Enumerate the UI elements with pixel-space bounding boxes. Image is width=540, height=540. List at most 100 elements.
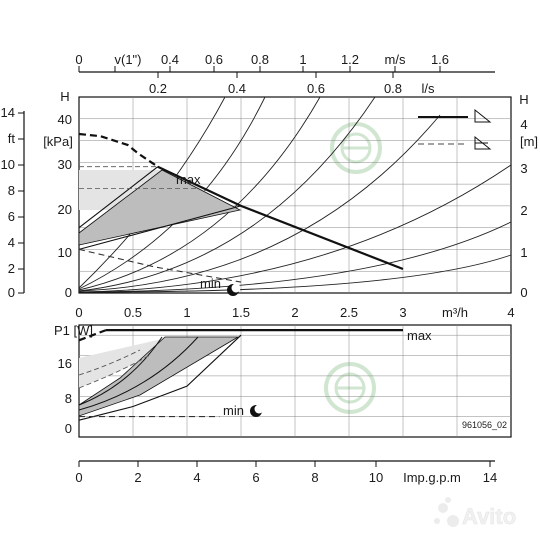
ft-tick-4: 4 bbox=[8, 235, 15, 250]
avito-watermark-text: Avito bbox=[462, 504, 516, 529]
system-curve-6 bbox=[78, 164, 512, 293]
ft-label: ft bbox=[8, 131, 16, 146]
v-tick-1.2: 1.2 bbox=[341, 52, 359, 67]
m-label: [m] bbox=[520, 134, 538, 149]
head-plot: max min bbox=[78, 96, 512, 296]
v-tick-1: 1 bbox=[299, 52, 306, 67]
legend-constant-icon bbox=[474, 135, 492, 150]
v-tick-1.6: 1.6 bbox=[431, 52, 449, 67]
power-curve-2 bbox=[78, 336, 199, 411]
m-tick-3: 3 bbox=[520, 161, 527, 176]
flow-tick-0.5: 0.5 bbox=[124, 305, 142, 320]
v-tick-0.6: 0.6 bbox=[205, 52, 223, 67]
kpa-axis: H [kPa] 40 30 20 10 0 bbox=[43, 89, 73, 300]
m-axis: H 4 [m] 3 2 1 0 bbox=[519, 92, 538, 300]
v-tick-0.4: 0.4 bbox=[161, 52, 179, 67]
power-tick-8: 8 bbox=[65, 391, 72, 406]
legend-proportional-icon bbox=[474, 108, 492, 123]
power-series-1 bbox=[78, 329, 107, 342]
head-label-max: max bbox=[176, 172, 201, 187]
m-tick-2: 2 bbox=[520, 203, 527, 218]
ft-tick-14: 14 bbox=[1, 105, 15, 120]
power-tick-16: 16 bbox=[58, 356, 72, 371]
v-unit: m/s bbox=[385, 52, 406, 67]
power-curve-dashed-1 bbox=[78, 349, 141, 376]
power-series-layer bbox=[78, 329, 403, 421]
kpa-tick-0: 0 bbox=[65, 285, 72, 300]
power-series-2 bbox=[78, 334, 242, 421]
q-tick-0.4: 0.4 bbox=[228, 81, 246, 96]
ft-tick-2: 2 bbox=[8, 261, 15, 276]
flow-tick-2.5: 2.5 bbox=[340, 305, 358, 320]
figure-code: 961056_02 bbox=[462, 420, 507, 430]
power-curve-dashed-2 bbox=[78, 354, 151, 389]
power-plot: max min 961056_02 bbox=[78, 324, 512, 438]
flow-unit: m³/h bbox=[442, 305, 468, 320]
kpa-label: [kPa] bbox=[43, 134, 73, 149]
gpm-tick-14: 14 bbox=[483, 470, 497, 485]
flow-tick-4: 4 bbox=[507, 305, 514, 320]
head-series-layer bbox=[78, 132, 404, 283]
flow-tick-0: 0 bbox=[75, 305, 82, 320]
gpm-tick-4: 4 bbox=[193, 470, 200, 485]
flow-tick-1.5: 1.5 bbox=[232, 305, 250, 320]
flow-tick-1: 1 bbox=[183, 305, 190, 320]
watermark-logo-top bbox=[330, 122, 382, 174]
flow-tick-2: 2 bbox=[291, 305, 298, 320]
flow-axis: 0 0.5 1 1.5 2 2.5 3 m³/h 4 bbox=[75, 305, 514, 320]
ft-tick-8: 8 bbox=[8, 183, 15, 198]
m-h-label: H bbox=[519, 92, 528, 107]
ft-tick-6: 6 bbox=[8, 209, 15, 224]
q-unit: l/s bbox=[422, 81, 436, 96]
gpm-tick-2: 2 bbox=[134, 470, 141, 485]
m-tick-1: 1 bbox=[520, 245, 527, 260]
head-label-min: min bbox=[200, 276, 221, 291]
power-min-moon-icon bbox=[250, 404, 264, 417]
kpa-tick-30: 30 bbox=[58, 157, 72, 172]
kpa-tick-40: 40 bbox=[58, 112, 72, 127]
system-curve-5 bbox=[78, 114, 441, 292]
flow-tick-3: 3 bbox=[399, 305, 406, 320]
gpm-tick-10: 10 bbox=[369, 470, 383, 485]
legend-icons bbox=[418, 108, 492, 150]
system-curve-8 bbox=[78, 254, 512, 293]
system-curve-4 bbox=[78, 96, 376, 292]
system-curve-3 bbox=[78, 96, 321, 291]
gpm-axis: 0 2 4 6 8 10 Imp.g.p.m 14 bbox=[75, 460, 497, 485]
power-label-max: max bbox=[407, 328, 432, 343]
head-series-1 bbox=[78, 132, 159, 168]
v-axis-label: v(1") bbox=[114, 52, 141, 67]
power-axis: P1 [W] 16 8 0 bbox=[54, 323, 93, 436]
gpm-tick-0: 0 bbox=[75, 470, 82, 485]
power-area-dark bbox=[78, 336, 240, 417]
gpm-unit: Imp.g.p.m bbox=[403, 470, 461, 485]
min-moon-icon bbox=[227, 283, 241, 296]
q-tick-0.8: 0.8 bbox=[384, 81, 402, 96]
power-area-light bbox=[79, 339, 162, 388]
gpm-tick-6: 6 bbox=[252, 470, 259, 485]
kpa-tick-10: 10 bbox=[58, 245, 72, 260]
ft-tick-0: 0 bbox=[8, 285, 15, 300]
head-series-2 bbox=[78, 166, 159, 229]
v-tick-0.8: 0.8 bbox=[251, 52, 269, 67]
v-tick-0: 0 bbox=[75, 52, 82, 67]
kpa-tick-20: 20 bbox=[58, 202, 72, 217]
q-tick-0.6: 0.6 bbox=[307, 81, 325, 96]
power-curve-3 bbox=[78, 336, 163, 406]
kpa-h-label: H bbox=[60, 89, 69, 104]
watermark-logo-bottom bbox=[324, 362, 376, 414]
head-series-4 bbox=[78, 248, 242, 283]
system-curves bbox=[78, 96, 512, 293]
system-curve-7 bbox=[78, 221, 512, 293]
m-tick-4: 4 bbox=[520, 117, 527, 132]
operating-area-dark bbox=[78, 169, 242, 246]
gpm-tick-8: 8 bbox=[311, 470, 318, 485]
top-axes: 0 v(1") 0.4 0.6 0.8 1 1.2 m/s 1.6 0.2 0.… bbox=[75, 52, 495, 96]
power-label-min: min bbox=[223, 403, 244, 418]
ft-axis: 14 ft 10 8 6 4 2 0 bbox=[1, 105, 25, 300]
avito-watermark: Avito bbox=[434, 497, 516, 529]
q-tick-0.2: 0.2 bbox=[149, 81, 167, 96]
power-tick-0: 0 bbox=[65, 421, 72, 436]
m-tick-0: 0 bbox=[520, 285, 527, 300]
